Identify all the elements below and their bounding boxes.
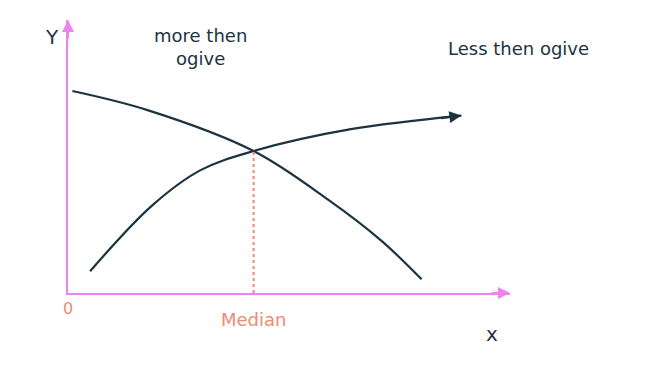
svg-text:x: x (486, 322, 498, 346)
svg-text:0: 0 (63, 299, 73, 318)
svg-text:Median: Median (221, 309, 286, 330)
svg-text:Y: Y (45, 25, 59, 49)
svg-text:more thenogive: more thenogive (154, 25, 247, 69)
svg-text:Less then ogive: Less then ogive (448, 38, 589, 59)
